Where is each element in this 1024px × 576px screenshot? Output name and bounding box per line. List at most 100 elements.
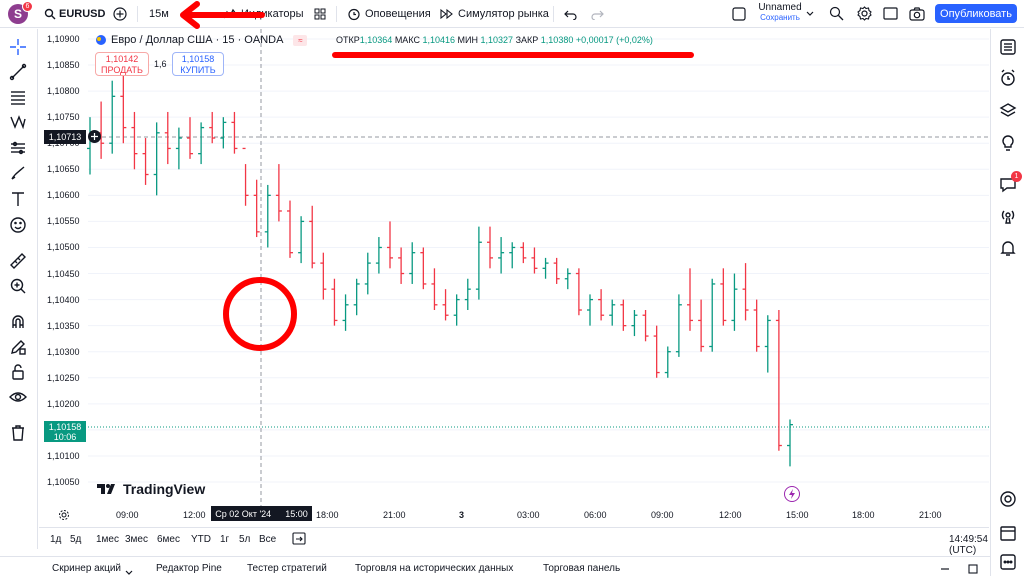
sell-price: 1,10142 <box>105 54 139 64</box>
streams-button[interactable] <box>998 206 1018 226</box>
price-chart[interactable] <box>39 29 989 526</box>
indicators-label: Индикаторы <box>241 7 304 20</box>
range-button[interactable]: Все <box>259 534 277 545</box>
timezone-clock[interactable]: 14:49:54 (UTC) <box>949 534 988 556</box>
help-button[interactable] <box>998 552 1018 572</box>
notifications-button[interactable] <box>998 238 1018 258</box>
brush-tool[interactable] <box>8 163 28 183</box>
redo-icon <box>591 10 604 20</box>
goto-date-button[interactable] <box>292 531 306 548</box>
trend-line-icon <box>9 63 27 81</box>
bottom-tab[interactable]: Торговая панель <box>543 563 621 574</box>
publish-button[interactable]: Опубликовать <box>935 4 1017 23</box>
range-button[interactable]: YTD <box>191 534 211 545</box>
chevron-down-icon <box>806 11 814 16</box>
alerts-label: Оповещения <box>365 7 431 20</box>
settings-button[interactable] <box>857 0 872 27</box>
annotation-underline <box>332 52 694 58</box>
range-button[interactable]: 5д <box>70 534 82 545</box>
bottom-panel-tabs: Скринер акций Редактор Pine Тестер стратег… <box>0 556 990 576</box>
zoom-in-tool[interactable] <box>8 276 28 296</box>
layout-dropdown[interactable] <box>806 0 814 27</box>
pattern-tool[interactable] <box>8 112 28 132</box>
range-button[interactable]: 1мес <box>96 534 119 545</box>
range-button[interactable]: 1д <box>50 534 62 545</box>
undo-button[interactable] <box>564 0 578 27</box>
fullscreen-button[interactable] <box>883 0 898 27</box>
time-tick-label: 3 <box>459 510 465 520</box>
crosshair-date: Ср 02 Окт '24 <box>215 508 272 519</box>
ohlc-bar <box>564 268 571 290</box>
open-value: 1,10364 <box>359 35 393 45</box>
crosshair-time-label: Ср 02 Окт '24 15:00 <box>211 506 312 521</box>
trend-line-tool[interactable] <box>8 62 28 82</box>
replay-button[interactable]: Симулятор рынка <box>440 0 549 27</box>
ohlc-bar <box>620 299 627 331</box>
stay-drawing-tool[interactable] <box>8 337 28 357</box>
screener-dropdown[interactable] <box>125 563 133 576</box>
axis-settings-button[interactable] <box>58 508 70 526</box>
bottom-tab[interactable]: Тестер стратегий <box>247 563 327 574</box>
chart-legend-title[interactable]: Евро / Доллар США · 15 · OANDA ≈ <box>95 34 308 46</box>
layout-name-menu[interactable]: Unnamed Сохранить <box>756 3 804 23</box>
calendar-button[interactable] <box>998 523 1018 543</box>
ruler-icon <box>10 253 26 269</box>
measure-tool[interactable] <box>8 251 28 271</box>
pattern-icon <box>10 115 26 130</box>
market-status-icon[interactable]: ≈ <box>293 34 308 46</box>
remove-drawings-tool[interactable] <box>8 423 28 443</box>
hide-drawings-tool[interactable] <box>8 387 28 407</box>
bottom-tab[interactable]: Редактор Pine <box>156 563 222 574</box>
object-tree-button[interactable] <box>998 101 1018 121</box>
symbol-search-button[interactable]: EURUSD <box>44 0 105 27</box>
alerts-button[interactable]: Оповещения <box>347 0 431 27</box>
event-icon[interactable] <box>784 486 800 502</box>
range-button[interactable]: 3мес <box>125 534 148 545</box>
maximize-panel-button[interactable] <box>968 561 978 576</box>
indicators-button[interactable]: Индикаторы <box>223 0 304 27</box>
sell-button[interactable]: 1,10142 ПРОДАТЬ <box>95 52 149 76</box>
range-button[interactable]: 5л <box>239 534 251 545</box>
ohlc-bar <box>653 325 660 378</box>
layout-checkbox[interactable] <box>732 0 746 27</box>
prediction-tool[interactable] <box>8 138 28 158</box>
add-alert-button[interactable] <box>88 130 101 143</box>
change-value: +0,00017 (+0,02%) <box>575 35 653 45</box>
ohlc-bar <box>475 226 482 300</box>
layouts-button[interactable] <box>314 0 326 27</box>
interval-button[interactable]: 15м <box>149 7 169 20</box>
minimize-panel-button[interactable] <box>940 561 950 576</box>
crosshair-tool[interactable] <box>8 37 28 57</box>
tradingview-logo[interactable]: TradingView <box>97 481 205 497</box>
bottom-tab[interactable]: Скринер акций <box>52 563 122 574</box>
ideas-button[interactable] <box>998 133 1018 153</box>
price-tick-label: 1,10350 <box>47 320 80 331</box>
fib-tool[interactable] <box>8 87 28 107</box>
range-button[interactable]: 6мес <box>157 534 180 545</box>
dom-button[interactable] <box>998 489 1018 509</box>
range-button[interactable]: 1г <box>220 534 230 545</box>
quick-search-button[interactable] <box>829 0 844 27</box>
text-tool[interactable] <box>8 189 28 209</box>
alerts-panel-button[interactable] <box>998 68 1018 88</box>
divider <box>553 6 554 22</box>
search-settings-icon <box>829 6 844 21</box>
emoji-tool[interactable] <box>8 215 28 235</box>
screenshot-button[interactable] <box>909 0 925 27</box>
redo-button[interactable] <box>590 0 604 27</box>
compare-symbol-button[interactable] <box>113 0 127 27</box>
sliders-icon <box>11 141 25 155</box>
magnet-tool[interactable] <box>8 312 28 332</box>
ohlc-bar <box>198 122 205 165</box>
price-tick-label: 1,10850 <box>47 60 80 71</box>
plus-icon <box>91 133 98 140</box>
ohlc-bar <box>153 122 160 196</box>
buy-button[interactable]: 1,10158 КУПИТЬ <box>172 52 224 76</box>
ohlc-bar <box>109 80 116 154</box>
bottom-tab[interactable]: Торговля на исторических данных <box>355 563 514 574</box>
ohlc-bar <box>87 117 93 175</box>
undo-icon <box>564 10 577 20</box>
ohlc-bar <box>409 242 416 284</box>
watchlist-button[interactable] <box>998 37 1018 57</box>
lock-drawings-tool[interactable] <box>8 362 28 382</box>
